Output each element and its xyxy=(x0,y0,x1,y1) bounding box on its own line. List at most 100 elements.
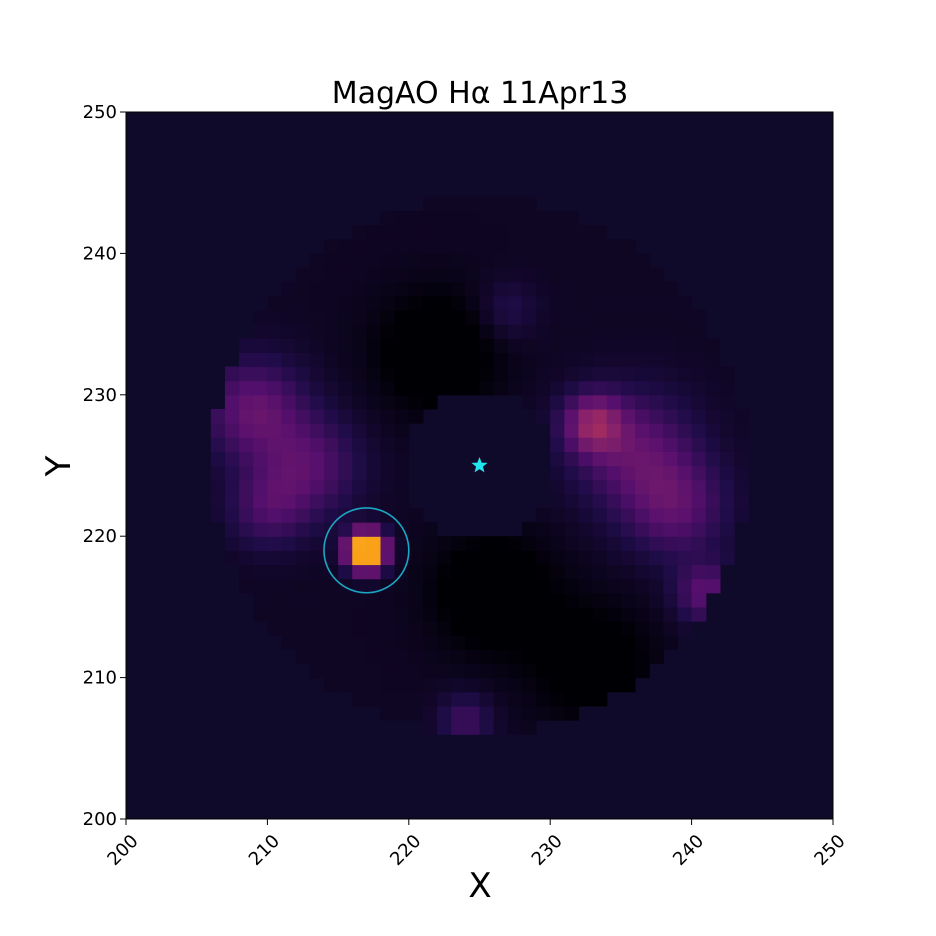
heatmap-cell xyxy=(635,663,650,679)
heatmap-cell xyxy=(323,394,339,410)
heatmap-cell xyxy=(309,649,325,665)
heatmap-cell xyxy=(649,479,664,495)
heatmap-cell xyxy=(338,522,353,537)
heatmap-cell xyxy=(323,239,339,254)
heatmap-cell xyxy=(691,423,707,438)
heatmap-cell xyxy=(394,691,410,707)
heatmap-cell xyxy=(338,267,353,283)
heatmap-cell xyxy=(521,550,537,566)
heatmap-cell xyxy=(635,295,650,311)
heatmap-cell xyxy=(408,267,424,283)
heatmap-cell xyxy=(295,380,311,396)
heatmap-cell xyxy=(352,677,367,693)
heatmap-cell xyxy=(536,281,551,297)
heatmap-cell xyxy=(323,423,339,438)
heatmap-cell xyxy=(493,677,509,693)
heatmap-cell xyxy=(663,437,679,452)
heatmap-cell xyxy=(507,239,523,254)
heatmap-cell xyxy=(493,705,509,721)
heatmap-cell xyxy=(394,479,410,495)
heatmap-cell xyxy=(366,225,382,240)
heatmap-cell xyxy=(394,606,410,622)
heatmap-cell xyxy=(465,338,481,353)
heatmap-cell xyxy=(592,592,608,608)
heatmap-cell xyxy=(465,267,481,283)
heatmap-cell xyxy=(380,352,396,368)
heatmap-cell xyxy=(366,677,382,693)
heatmap-cell xyxy=(663,479,679,495)
heatmap-cell xyxy=(507,253,523,269)
heatmap-cell xyxy=(281,324,297,339)
heatmap-cell xyxy=(408,649,424,665)
heatmap-cell xyxy=(635,578,650,594)
heatmap-cell xyxy=(352,606,367,622)
heatmap-cell xyxy=(281,578,297,594)
heatmap-cell xyxy=(606,380,622,396)
heatmap-cell xyxy=(521,677,537,693)
heatmap-cell xyxy=(394,225,410,240)
heatmap-cell xyxy=(550,677,565,693)
heatmap-cell xyxy=(507,578,523,594)
heatmap-cell xyxy=(253,522,268,537)
heatmap-cell xyxy=(465,621,481,636)
heatmap-cell xyxy=(267,309,283,325)
heatmap-cell xyxy=(606,663,622,679)
heatmap-cell xyxy=(649,394,664,410)
heatmap-cell xyxy=(338,677,353,693)
heatmap-cell xyxy=(380,606,396,622)
heatmap-cell xyxy=(394,309,410,325)
heatmap-cell xyxy=(620,295,636,311)
heatmap-cell xyxy=(253,408,268,424)
heatmap-cell xyxy=(309,394,325,410)
heatmap-cell xyxy=(705,479,721,495)
heatmap-cell xyxy=(295,479,311,495)
heatmap-cell xyxy=(309,437,325,452)
heatmap-cell xyxy=(592,691,608,707)
heatmap-cell xyxy=(606,592,622,608)
heatmap-cell xyxy=(507,338,523,353)
heatmap-cell xyxy=(338,253,353,269)
heatmap-cell xyxy=(578,493,594,509)
heatmap-cell xyxy=(649,352,664,368)
heatmap-cell xyxy=(507,663,523,679)
heatmap-cell xyxy=(451,705,466,721)
heatmap-cell xyxy=(479,720,495,735)
heatmap-cell xyxy=(352,239,367,254)
heatmap-cell xyxy=(677,309,693,325)
heatmap-cell xyxy=(437,606,452,622)
heatmap-cell xyxy=(479,677,495,693)
heatmap-cell xyxy=(394,465,410,481)
heatmap-cell xyxy=(649,423,664,438)
heatmap-cell xyxy=(663,338,679,353)
heatmap-cell xyxy=(352,267,367,283)
heatmap-cell xyxy=(437,720,452,735)
heatmap-cell xyxy=(380,394,396,410)
heatmap-cell xyxy=(352,366,367,382)
heatmap-cell xyxy=(635,479,650,495)
heatmap-cell xyxy=(649,380,664,396)
heatmap-cell xyxy=(422,564,438,580)
heatmap-cell xyxy=(224,536,240,551)
heatmap-cell xyxy=(295,352,311,368)
heatmap-cell xyxy=(578,465,594,481)
heatmap-cell xyxy=(507,677,523,693)
heatmap-cell xyxy=(380,493,396,509)
heatmap-cell xyxy=(224,423,240,438)
heatmap-cell xyxy=(394,253,410,269)
heatmap-cell xyxy=(253,493,268,509)
heatmap-cell xyxy=(366,606,382,622)
y-axis-label: Y xyxy=(39,455,79,477)
heatmap-cell xyxy=(521,578,537,594)
heatmap-cell xyxy=(592,621,608,636)
heatmap-cell xyxy=(281,338,297,353)
heatmap-cell xyxy=(309,465,325,481)
heatmap-cell xyxy=(239,493,254,509)
heatmap-cell xyxy=(550,606,565,622)
heatmap-cell xyxy=(649,324,664,339)
heatmap-cell xyxy=(578,536,594,551)
heatmap-cell xyxy=(592,267,608,283)
heatmap-cell xyxy=(592,338,608,353)
heatmap-cell xyxy=(422,267,438,283)
heatmap-cell xyxy=(536,225,551,240)
